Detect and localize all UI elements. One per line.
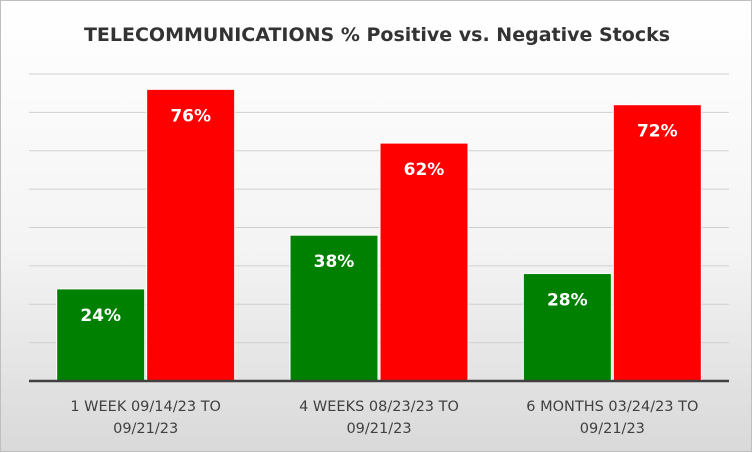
bars xyxy=(56,88,702,382)
data-label-positive-1: 38% xyxy=(314,252,355,272)
bar-positive-1 xyxy=(289,234,379,382)
data-label-negative-2: 72% xyxy=(637,122,678,142)
bar-positive-0 xyxy=(56,288,146,382)
bar-negative-0 xyxy=(146,88,236,382)
x-tick-labels: 1 WEEK 09/14/23 TO 09/21/23 4 WEEKS 08/23/… xyxy=(70,399,698,437)
data-label-positive-2: 28% xyxy=(547,291,588,311)
bar-positive-2 xyxy=(522,273,612,382)
bar-negative-1 xyxy=(379,142,469,382)
data-label-negative-1: 62% xyxy=(404,160,445,180)
data-labels: 24% 76% 38% 62% 28% 72% xyxy=(80,106,677,326)
x-tick-label-2: 6 MONTHS 03/24/23 TO 09/21/23 xyxy=(526,399,698,437)
chart-title: TELECOMMUNICATIONS % Positive vs. Negati… xyxy=(84,24,670,46)
bar-negative-2 xyxy=(612,104,702,382)
gridlines xyxy=(29,73,729,344)
x-tick-label-1: 4 WEEKS 08/23/23 TO 09/21/23 xyxy=(299,399,459,437)
x-tick-label-0: 1 WEEK 09/14/23 TO 09/21/23 xyxy=(70,399,221,437)
data-label-positive-0: 24% xyxy=(80,306,121,326)
data-label-negative-0: 76% xyxy=(170,106,211,126)
